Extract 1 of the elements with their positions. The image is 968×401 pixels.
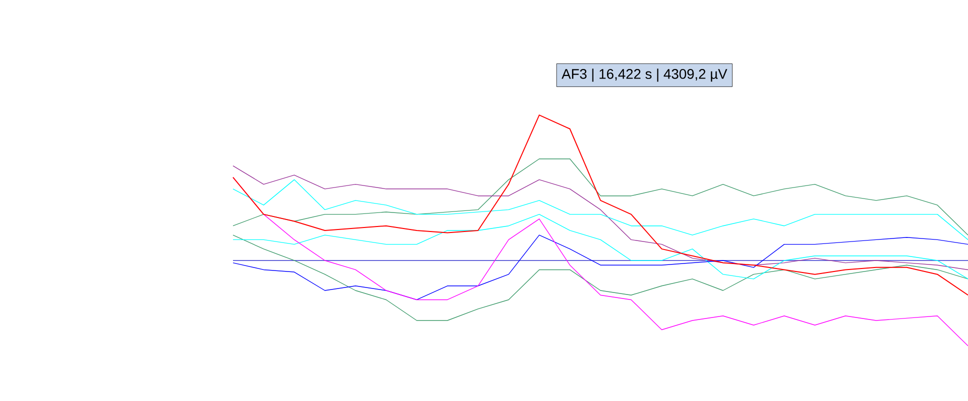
text: AF3 | 16,422 s | 4309,2 µV <box>562 68 728 82</box>
